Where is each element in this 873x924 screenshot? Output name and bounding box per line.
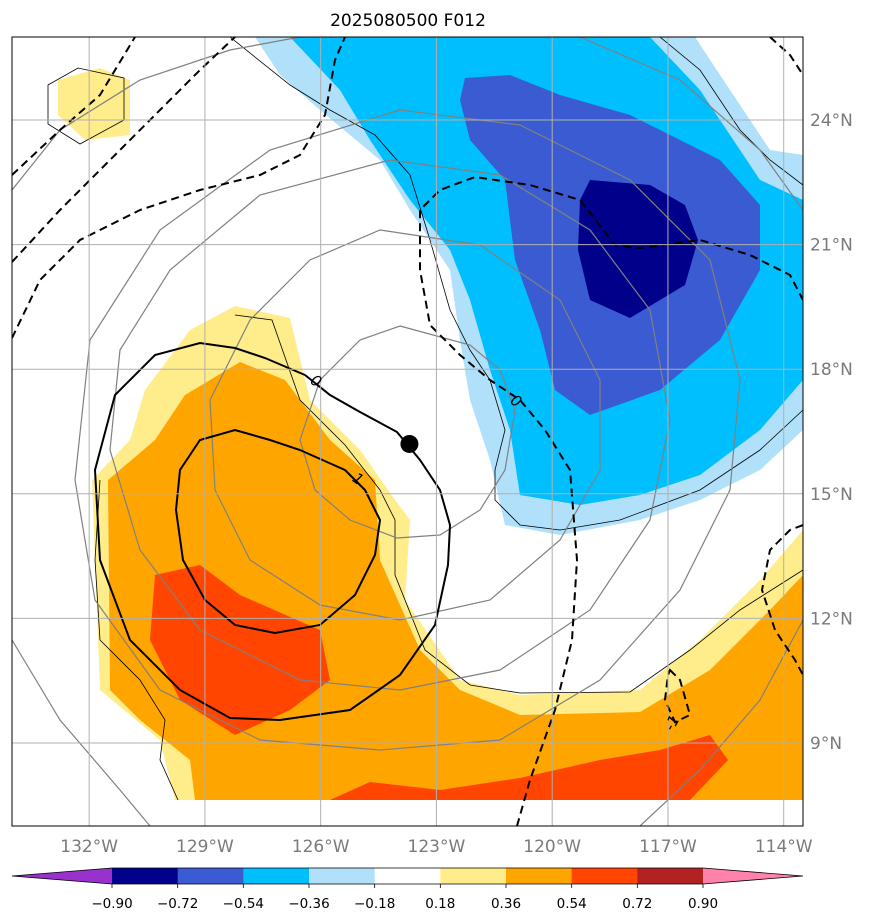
lon-tick-label: 132°W (60, 837, 118, 857)
gray-contours (12, 37, 803, 826)
colorbar-tick-label: 0.54 (557, 896, 587, 912)
colorbar-tick-label: −0.90 (91, 896, 132, 912)
gray-contour-7 (12, 639, 151, 826)
colorbar: −0.90 −0.72 −0.54 −0.36 −0.18 0.18 0.36 0.54 0.7… (11, 867, 804, 912)
map-frame (11, 36, 804, 827)
lat-tick-label: 15°N (810, 485, 853, 505)
colorbar-segment (374, 868, 441, 884)
colorbar-segment (571, 868, 638, 884)
colorbar-segment (243, 868, 310, 884)
colorbar-tick-label: −0.36 (288, 896, 329, 912)
lat-tick-label: 24°N (810, 111, 853, 131)
gray-contour-1 (299, 325, 516, 539)
thin-contour-pos (234, 314, 803, 694)
dashed-contour-a (12, 37, 136, 176)
lon-tick-label: 117°W (639, 837, 697, 857)
lon-tick-label: 120°W (523, 837, 581, 857)
colorbar-tick-label: 0.36 (491, 896, 521, 912)
colorbar-segment (506, 868, 573, 884)
colorbar-extend-max (703, 868, 803, 884)
gray-contour-3 (109, 159, 671, 691)
thin-contour-sw (94, 479, 179, 801)
thin-contour-east (659, 37, 803, 186)
lon-tick-label: 126°W (292, 837, 350, 857)
lat-tick-label: 18°N (810, 360, 853, 380)
gray-contour-4 (74, 109, 741, 751)
gray-contour-5 (12, 37, 301, 191)
lon-tick-label: 114°W (755, 837, 813, 857)
gridlines (12, 37, 803, 826)
colorbar-tick-label: 0.18 (425, 896, 455, 912)
dashed-contour-f (760, 524, 803, 676)
colorbar-tick-label: 0.90 (688, 896, 718, 912)
dashed-contours (12, 37, 803, 826)
dashed-contour-b (12, 37, 236, 263)
lon-tick-label: 123°W (408, 837, 466, 857)
colorbar-tick-label: −0.18 (354, 896, 395, 912)
colorbar-segment (440, 868, 507, 884)
longitude-labels: 132°W 129°W 126°W 123°W 120°W 117°W 114°W (60, 837, 812, 857)
colorbar-segment (309, 868, 376, 884)
colorbar-extend-min (12, 868, 112, 884)
latitude-labels: 9°N 12°N 15°N 18°N 21°N 24°N (810, 111, 853, 754)
thin-contour-west (229, 37, 803, 531)
colorbar-segment (637, 868, 704, 884)
colorbar-tick-label: −0.72 (157, 896, 198, 912)
gray-contour-2 (209, 229, 601, 621)
map-area: 0 0 1 -1 (12, 37, 803, 826)
dashed-contour-d (419, 175, 803, 826)
shade-pos-036-nw (58, 68, 130, 140)
lon-tick-label: 129°W (176, 837, 234, 857)
colorbar-tick-label: −0.54 (223, 896, 264, 912)
dashed-contour-g (663, 668, 692, 724)
colorbar-segment (177, 868, 244, 884)
shade-pos-072-b (330, 735, 728, 800)
storm-center-marker (400, 434, 419, 453)
chart-title: 2025080500 F012 (330, 11, 486, 31)
colorbar-tick-label: 0.72 (622, 896, 652, 912)
thin-contours (47, 37, 803, 801)
dashed-contour-c (12, 37, 346, 339)
lat-tick-label: 12°N (810, 609, 853, 629)
colorbar-segment (112, 868, 179, 884)
lat-tick-label: 21°N (810, 236, 853, 256)
gray-contour-6 (579, 37, 803, 211)
dashed-contour-e (769, 37, 803, 76)
gray-contour-8 (639, 619, 803, 826)
lat-tick-label: 9°N (810, 734, 842, 754)
